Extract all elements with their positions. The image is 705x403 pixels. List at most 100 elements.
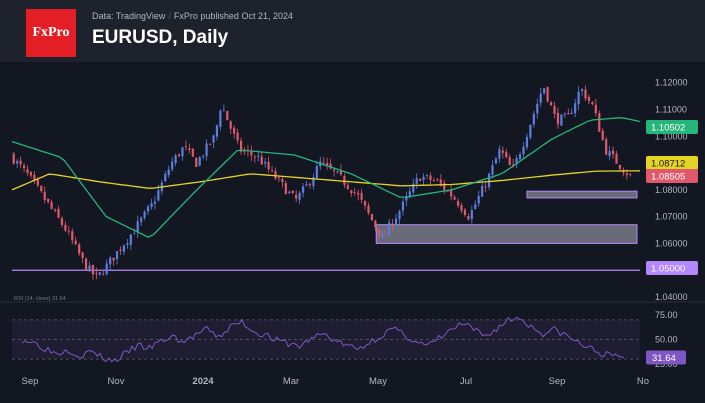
candle-body: [143, 211, 146, 218]
ma-slow-value: 1.08712: [651, 159, 685, 170]
time-tick-label: Jul: [460, 376, 472, 387]
candle-body: [36, 179, 39, 186]
candle-body: [329, 163, 332, 169]
time-tick-label: May: [369, 376, 387, 387]
candle-body: [122, 245, 126, 252]
fxpro-logo[interactable]: FxPro: [26, 9, 76, 57]
candle-body: [401, 201, 405, 211]
candle-body: [394, 218, 398, 225]
candle-body: [239, 140, 243, 152]
candle-body: [133, 233, 136, 235]
rsi-line: [21, 316, 625, 363]
support-value-badge: [646, 261, 698, 275]
candle-body: [446, 190, 449, 192]
candle-body: [219, 110, 222, 127]
ma-slow-value-badge: [646, 156, 698, 170]
candle-body: [432, 180, 436, 182]
candle-body: [146, 206, 150, 212]
candle-body: [115, 251, 119, 260]
candle-body: [153, 201, 157, 204]
candle-body: [67, 230, 70, 232]
candle-body: [71, 231, 74, 241]
time-tick-label: No: [637, 376, 649, 387]
candle-body: [164, 173, 167, 182]
candle-body: [281, 179, 284, 182]
candle-body: [291, 190, 294, 194]
candle-body: [556, 112, 560, 125]
candle-body: [436, 179, 439, 181]
candle-body: [119, 249, 122, 251]
ma-fast-value: 1.10502: [651, 123, 685, 134]
candle-body: [64, 224, 67, 231]
candle-body: [57, 208, 60, 218]
candle-body: [360, 193, 363, 200]
rsi-value-badge: [646, 350, 686, 365]
candle-body: [267, 161, 270, 170]
candle-body: [84, 258, 88, 271]
last-price-value-badge: [646, 169, 698, 183]
candle-body: [487, 173, 491, 187]
candle-body: [177, 154, 181, 157]
candle-body: [202, 155, 205, 157]
candle-body: [384, 233, 387, 235]
candle-body: [60, 218, 64, 225]
candle-body: [608, 151, 611, 157]
candle-body: [346, 185, 349, 189]
candle-body: [305, 184, 308, 186]
candle-body: [453, 197, 456, 200]
candle-body: [405, 196, 408, 201]
candle-body: [363, 200, 367, 206]
candle-body: [505, 152, 508, 158]
candle-body: [22, 165, 26, 168]
candle-body: [629, 173, 632, 175]
candle-body: [587, 96, 591, 101]
candle-body: [412, 183, 415, 193]
candle-body: [12, 153, 15, 164]
candle-body: [477, 196, 480, 204]
candle-body: [529, 124, 532, 138]
candle-body: [250, 151, 253, 156]
candle-body: [374, 220, 377, 228]
candle-body: [215, 125, 219, 137]
price-tick-label: 1.07000: [655, 212, 688, 222]
candle-body: [381, 234, 384, 238]
candle-body: [422, 176, 425, 180]
candle-body: [408, 191, 411, 197]
candle-body: [174, 155, 177, 164]
rsi-legend: RSI (14, close) 31.64: [14, 296, 66, 302]
candle-body: [129, 234, 132, 245]
candle-body: [188, 148, 191, 150]
candle-body: [195, 157, 198, 168]
price-tick-label: 1.12000: [655, 78, 688, 88]
rsi-tick-label: 75.00: [655, 310, 678, 320]
candle-body: [19, 160, 22, 165]
candle-body: [598, 113, 601, 132]
candle-body: [212, 135, 215, 143]
price-tick-label: 1.06000: [655, 238, 688, 248]
price-tick-label: 1.08000: [655, 185, 688, 195]
candle-body: [398, 211, 401, 220]
candle-body: [618, 165, 622, 169]
candle-body: [339, 170, 343, 175]
candle-body: [260, 156, 263, 165]
candle-body: [181, 147, 184, 157]
candle-body: [353, 192, 356, 193]
candle-body: [350, 190, 353, 194]
time-tick-label: Sep: [22, 376, 39, 387]
candle-body: [243, 150, 246, 152]
candle-body: [601, 130, 604, 140]
candle-body: [102, 273, 105, 275]
publish-info: Data: TradingView / FxPro published Oct 21…: [92, 11, 293, 21]
candle-body: [577, 91, 580, 105]
candle-body: [105, 263, 108, 275]
candle-body: [525, 136, 529, 148]
candle-body: [43, 191, 46, 200]
candle-body: [236, 132, 239, 141]
candle-body: [336, 171, 339, 173]
candle-body: [253, 156, 256, 158]
candle-body: [229, 121, 232, 129]
candle-body: [257, 155, 260, 157]
candle-body: [450, 190, 453, 197]
